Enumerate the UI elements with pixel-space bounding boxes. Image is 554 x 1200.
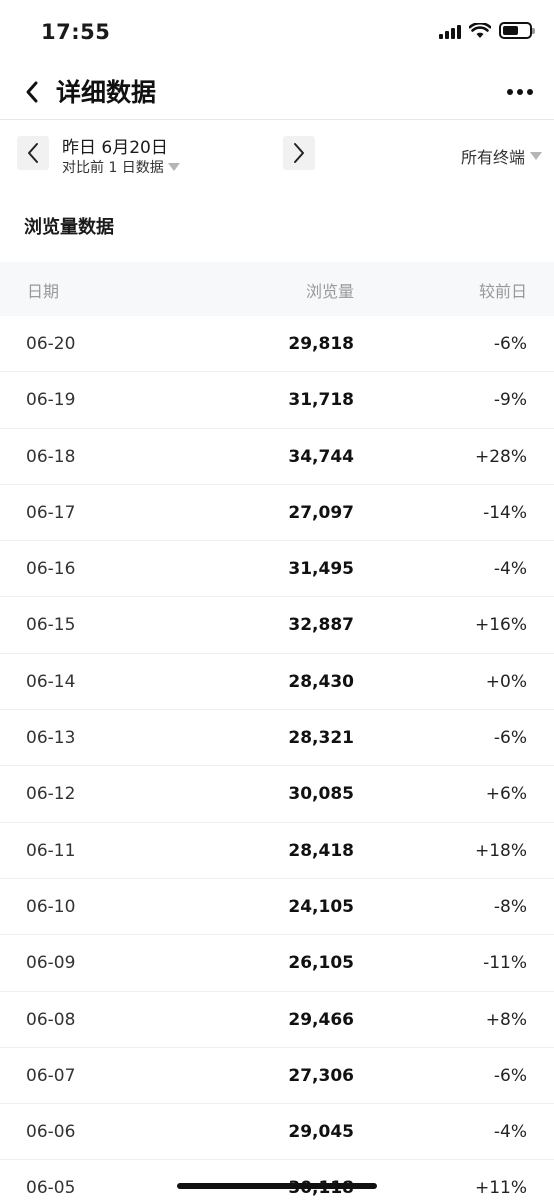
row-views: 32,887 — [288, 615, 354, 636]
status-bar: 17:55 — [0, 0, 554, 64]
table-row: 06-12 30,085 +6% — [0, 766, 554, 823]
row-change: -4% — [493, 1122, 527, 1143]
row-change: -14% — [483, 502, 527, 523]
row-change: +8% — [485, 1009, 527, 1030]
table-row: 06-11 28,418 +18% — [0, 823, 554, 879]
compare-period-dropdown[interactable]: 对比前 1 日数据 — [62, 157, 180, 177]
row-change: -4% — [493, 559, 527, 580]
row-views: 27,097 — [288, 502, 354, 523]
row-date: 06-20 — [26, 334, 76, 354]
table-row: 06-20 29,818 -6% — [0, 316, 554, 373]
row-change: +28% — [474, 446, 527, 467]
row-date: 06-09 — [26, 953, 76, 974]
more-dot-icon — [507, 89, 513, 95]
terminal-dropdown[interactable]: 所有终端 — [461, 144, 542, 168]
next-day-button[interactable] — [283, 136, 315, 170]
more-dot-icon — [517, 89, 523, 95]
terminal-label: 所有终端 — [460, 148, 525, 167]
caret-down-icon — [530, 152, 542, 160]
row-views: 29,466 — [288, 1009, 354, 1030]
row-views: 28,321 — [288, 728, 354, 749]
more-options-button[interactable] — [500, 72, 540, 112]
navigation-bar: 详细数据 — [0, 64, 554, 120]
row-views: 29,818 — [288, 334, 354, 354]
row-date: 06-15 — [26, 615, 76, 636]
row-date: 06-13 — [26, 728, 76, 749]
row-change: +0% — [485, 671, 527, 692]
row-views: 28,430 — [288, 671, 354, 692]
wifi-icon — [469, 22, 491, 38]
row-views: 30,085 — [288, 784, 354, 805]
previous-day-button[interactable] — [17, 136, 49, 170]
page-title: 详细数据 — [56, 78, 157, 107]
date-filter-bar: 昨日 6月20日 对比前 1 日数据 所有终端 — [0, 120, 554, 190]
row-date: 06-10 — [26, 896, 76, 917]
more-dot-icon — [527, 89, 533, 95]
row-views: 34,744 — [288, 446, 354, 467]
status-icons — [439, 22, 535, 39]
table-row: 06-19 31,718 -9% — [0, 372, 554, 429]
status-time: 17:55 — [41, 20, 111, 44]
row-change: +11% — [474, 1178, 527, 1199]
table-row: 06-05 30,118 +11% — [0, 1160, 554, 1200]
row-change: +18% — [474, 840, 527, 861]
header-date: 日期 — [27, 282, 60, 301]
table-body: 06-20 29,818 -6% 06-19 31,718 -9% 06-18 … — [0, 316, 554, 1200]
table-row: 06-16 31,495 -4% — [0, 541, 554, 598]
row-views: 28,418 — [288, 840, 354, 861]
row-change: -11% — [483, 953, 527, 974]
table-row: 06-06 29,045 -4% — [0, 1104, 554, 1161]
table-row: 06-08 29,466 +8% — [0, 992, 554, 1048]
row-change: -6% — [493, 728, 527, 749]
row-views: 31,495 — [288, 559, 354, 580]
row-date: 06-06 — [26, 1122, 76, 1143]
row-date: 06-17 — [26, 502, 76, 523]
section-title: 浏览量数据 — [24, 217, 114, 238]
back-button[interactable] — [12, 72, 52, 112]
chevron-left-icon — [26, 81, 38, 103]
table-row: 06-09 26,105 -11% — [0, 935, 554, 992]
compare-period-label: 对比前 1 日数据 — [62, 160, 164, 176]
table-header: 日期 浏览量 较前日 — [0, 262, 554, 316]
chevron-right-icon — [294, 143, 304, 163]
table-row: 06-13 28,321 -6% — [0, 710, 554, 767]
row-date: 06-11 — [26, 840, 76, 861]
row-views: 24,105 — [288, 896, 354, 917]
table-row: 06-14 28,430 +0% — [0, 654, 554, 711]
battery-icon — [499, 22, 535, 39]
selected-date: 昨日 6月20日 — [62, 138, 168, 158]
header-views: 浏览量 — [305, 282, 354, 301]
row-date: 06-08 — [26, 1009, 76, 1030]
row-views: 26,105 — [288, 953, 354, 974]
row-date: 06-07 — [26, 1065, 76, 1086]
home-indicator[interactable] — [177, 1183, 377, 1189]
table-row: 06-18 34,744 +28% — [0, 429, 554, 485]
table-row: 06-15 32,887 +16% — [0, 597, 554, 654]
row-change: +16% — [474, 615, 527, 636]
caret-down-icon — [167, 163, 180, 171]
table-row: 06-17 27,097 -14% — [0, 485, 554, 542]
row-date: 06-16 — [26, 559, 76, 580]
row-date: 06-14 — [26, 671, 76, 692]
row-change: -6% — [493, 1065, 527, 1086]
cellular-signal-icon — [439, 23, 461, 39]
table-row: 06-07 27,306 -6% — [0, 1048, 554, 1105]
row-date: 06-19 — [26, 390, 76, 411]
chevron-left-icon — [28, 143, 38, 163]
row-change: -8% — [493, 896, 527, 917]
header-change: 较前日 — [478, 282, 527, 301]
row-views: 31,718 — [288, 390, 354, 411]
table-row: 06-10 24,105 -8% — [0, 879, 554, 936]
row-date: 06-05 — [26, 1178, 76, 1199]
row-date: 06-18 — [26, 446, 76, 467]
row-date: 06-12 — [26, 784, 76, 805]
row-views: 27,306 — [288, 1065, 354, 1086]
row-change: -9% — [493, 390, 527, 411]
row-views: 29,045 — [288, 1122, 354, 1143]
row-change: +6% — [485, 784, 527, 805]
row-change: -6% — [493, 334, 527, 354]
